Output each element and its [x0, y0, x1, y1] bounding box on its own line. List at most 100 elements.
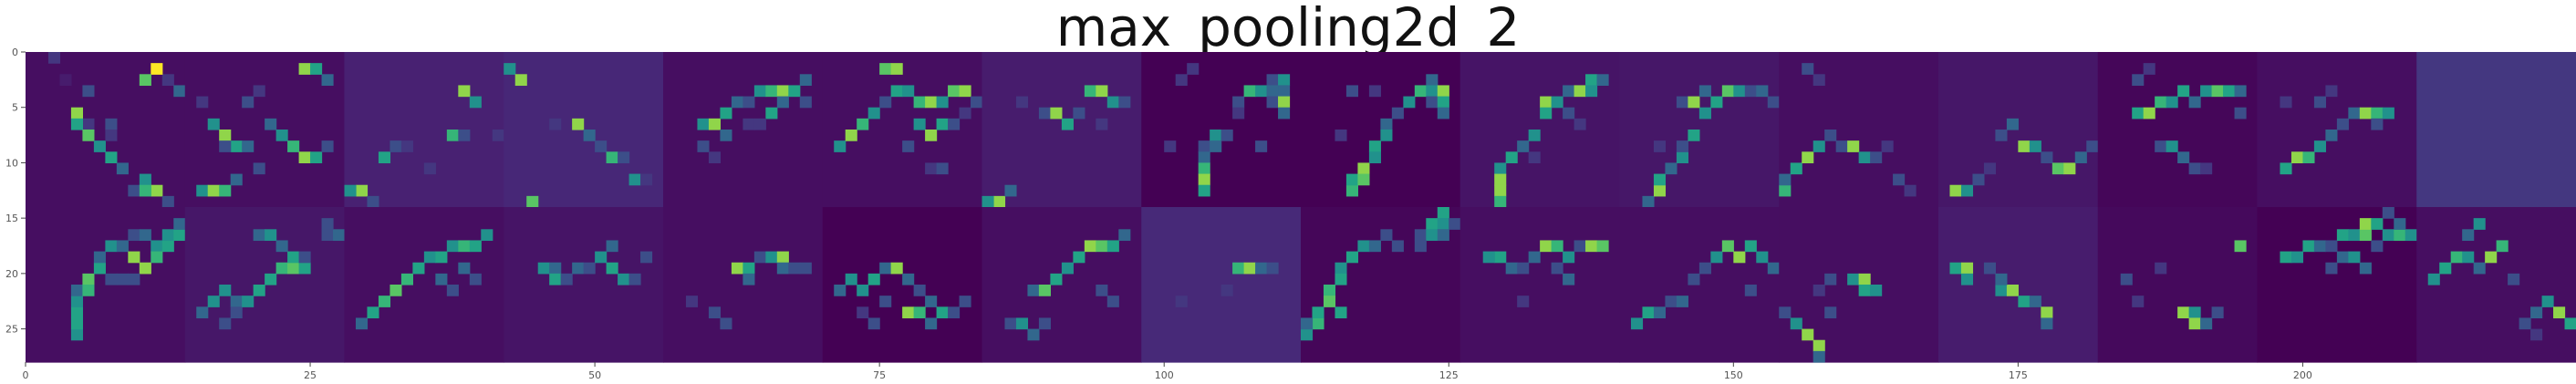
heatmap-cell [1653, 140, 1667, 152]
heatmap-cell [595, 251, 608, 264]
heatmap-cell [1015, 96, 1029, 109]
heatmap-cell [628, 273, 641, 285]
heatmap-cell [1756, 85, 1769, 98]
heatmap-cell [1414, 85, 1427, 98]
heatmap-cell [2006, 118, 2019, 130]
heatmap-cell [2155, 262, 2167, 275]
heatmap-cell [2348, 229, 2361, 242]
heatmap-cell [1015, 317, 1029, 330]
heatmap-cell [1665, 162, 1678, 175]
heatmap-cell [1232, 107, 1245, 119]
heatmap-cell [549, 273, 562, 285]
heatmap-cell [1243, 262, 1256, 275]
heatmap-cell [1881, 140, 1894, 152]
heatmap-cell [1437, 85, 1449, 98]
heatmap-cell [1960, 184, 1974, 197]
heatmap-cell [82, 130, 95, 141]
heatmap-cell [1096, 85, 1108, 98]
x-tick-label: 0 [23, 369, 29, 381]
heatmap-cell [161, 74, 174, 87]
heatmap-cell [82, 85, 95, 98]
heatmap-cell [2177, 306, 2190, 319]
heatmap-cell [606, 151, 618, 164]
heatmap-cell [1323, 285, 1336, 296]
heatmap-cell [2280, 251, 2292, 264]
heatmap-cell [230, 140, 243, 152]
heatmap-cell [526, 195, 539, 208]
heatmap-cell [253, 229, 265, 242]
heatmap-cell [1949, 184, 1962, 197]
heatmap-cell [1642, 306, 1655, 319]
heatmap-cell [1437, 218, 1449, 230]
x-axis-ticks: 0 25 50 75 100 125 150 175 200 [23, 362, 2312, 381]
heatmap-cell [469, 96, 482, 109]
heatmap-cell [2132, 107, 2145, 119]
heatmap-cell [1972, 173, 1985, 186]
heatmap-cell [2313, 140, 2326, 152]
heatmap-cell [1266, 96, 1279, 109]
heatmap-cell [913, 306, 926, 319]
heatmap-cell [1574, 240, 1586, 253]
heatmap-cell [2450, 251, 2463, 264]
heatmap-cell [560, 273, 573, 285]
feature-map-13 [2097, 52, 2259, 208]
heatmap-cell [2371, 218, 2384, 230]
heatmap-cell [720, 107, 732, 119]
heatmap-cell [913, 285, 926, 296]
x-tick-label: 100 [1155, 369, 1174, 381]
heatmap-cell [2041, 306, 2053, 319]
heatmap-cell [446, 130, 459, 141]
heatmap-cell [1335, 306, 1347, 319]
x-tick-label: 175 [2009, 369, 2028, 381]
heatmap-cell [685, 296, 699, 307]
heatmap-cell [2302, 151, 2315, 164]
heatmap-cell [890, 262, 903, 275]
heatmap-cell [2325, 262, 2338, 275]
heatmap-cell [2427, 273, 2440, 285]
heatmap-cell [1779, 173, 1792, 186]
feature-map-15 [2416, 52, 2576, 208]
x-tick-label: 25 [304, 369, 317, 381]
heatmap-cell [70, 306, 84, 319]
heatmap-cell [572, 262, 585, 275]
heatmap-cell [948, 85, 961, 98]
heatmap-cell [1301, 328, 1314, 341]
heatmap-cell [1106, 296, 1119, 307]
heatmap-cell [1038, 107, 1051, 119]
heatmap-cell [1779, 184, 1792, 197]
heatmap-cell [435, 251, 448, 264]
heatmap-cell [139, 184, 151, 197]
heatmap-cell [1368, 140, 1381, 152]
x-tick-label: 75 [873, 369, 886, 381]
heatmap-cell [1232, 262, 1245, 275]
heatmap-cell [2280, 96, 2292, 109]
heatmap-cell [355, 317, 369, 330]
heatmap-cell [2348, 107, 2361, 119]
heatmap-cell [230, 173, 243, 186]
feature-map-11 [1779, 52, 1939, 208]
heatmap-cell [890, 63, 903, 75]
heatmap-cell [70, 285, 84, 296]
heatmap-cell [1106, 240, 1119, 253]
heatmap-cell [1357, 162, 1370, 175]
heatmap-cell [2177, 151, 2190, 164]
heatmap-cell [275, 130, 288, 141]
heatmap-cell [2302, 240, 2315, 253]
heatmap-cell [765, 85, 778, 98]
heatmap-cell [628, 173, 641, 186]
heatmap-cell [776, 262, 789, 275]
heatmap-cell [287, 251, 300, 264]
heatmap-cell [367, 195, 379, 208]
heatmap-cell [1893, 173, 1906, 186]
heatmap-cell [458, 85, 471, 98]
heatmap-cell [1106, 96, 1119, 109]
heatmap-cell [2348, 251, 2361, 264]
heatmap-cell [1414, 229, 1427, 242]
heatmap-cell [857, 285, 869, 296]
heatmap-cell [2382, 207, 2394, 219]
heatmap-cell [1494, 162, 1507, 175]
heatmap-cell [1266, 74, 1279, 87]
heatmap-cell [2371, 107, 2384, 119]
heatmap-cell [2371, 118, 2384, 130]
heatmap-cell [845, 273, 857, 285]
